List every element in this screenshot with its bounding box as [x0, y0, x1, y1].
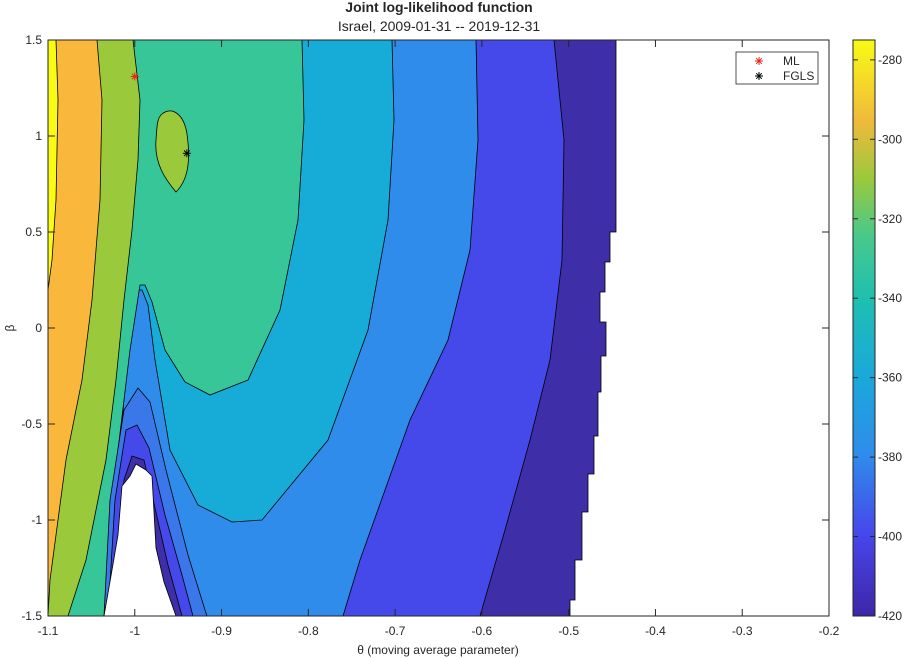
x-axis-ticks: -1.1 -1 -0.9 -0.8 -0.7 -0.6 -0.5 -0.4 -0.3 -0.2	[38, 40, 840, 638]
y-axis-label: β	[3, 324, 17, 331]
x-tick-label: -0.6	[472, 624, 493, 638]
x-tick-label: -1	[129, 624, 140, 638]
y-tick-label: 0.5	[25, 225, 42, 239]
fgls-marker	[182, 149, 191, 158]
x-tick-label: -0.5	[558, 624, 579, 638]
colorbar	[852, 39, 876, 617]
y-tick-label: 0	[35, 321, 42, 335]
x-tick-label: -0.7	[385, 624, 406, 638]
y-tick-label: -1.5	[21, 609, 42, 623]
legend-ml-label: ML	[783, 54, 800, 68]
chart-title: Joint log-likelihood function	[345, 0, 533, 15]
y-tick-label: -0.5	[21, 417, 42, 431]
y-axis-ticks: -1.5 -1 -0.5 0 0.5 1 1.5	[21, 33, 829, 623]
y-tick-label: 1.5	[25, 33, 42, 47]
x-tick-label: -0.3	[732, 624, 753, 638]
x-tick-label: -0.2	[819, 624, 840, 638]
chart-subtitle: Israel, 2009-01-31 -- 2019-12-31	[337, 18, 541, 34]
colorbar-ticks: -280 -300 -320 -340 -360 -380 -400 -420	[853, 53, 902, 623]
colorbar-tick-label: -360	[878, 371, 902, 385]
x-tick-label: -0.4	[645, 624, 666, 638]
region-island	[155, 110, 189, 193]
legend-ml-marker	[755, 57, 763, 65]
colorbar-tick-label: -340	[878, 291, 902, 305]
ml-marker	[130, 72, 139, 81]
region-level-8	[48, 40, 59, 291]
y-tick-label: 1	[35, 129, 42, 143]
region-valley-hole	[103, 463, 177, 616]
y-tick-label: -1	[31, 513, 42, 527]
colorbar-tick-label: -300	[878, 132, 902, 146]
colorbar-tick-label: -420	[878, 609, 902, 623]
colorbar-tick-label: -280	[878, 53, 902, 67]
x-axis-label: θ (moving average parameter)	[357, 643, 518, 657]
legend-fgls-marker	[755, 72, 763, 80]
colorbar-tick-label: -400	[878, 530, 902, 544]
contour-fills	[48, 40, 829, 616]
x-tick-label: -0.9	[211, 624, 232, 638]
legend-fgls-label: FGLS	[783, 69, 814, 83]
x-tick-label: -1.1	[38, 624, 59, 638]
legend-box	[735, 51, 819, 85]
colorbar-tick-label: -320	[878, 212, 902, 226]
region-level-7	[48, 40, 103, 616]
x-tick-label: -0.8	[298, 624, 319, 638]
colorbar-tick-label: -380	[878, 450, 902, 464]
data-markers	[130, 72, 191, 158]
